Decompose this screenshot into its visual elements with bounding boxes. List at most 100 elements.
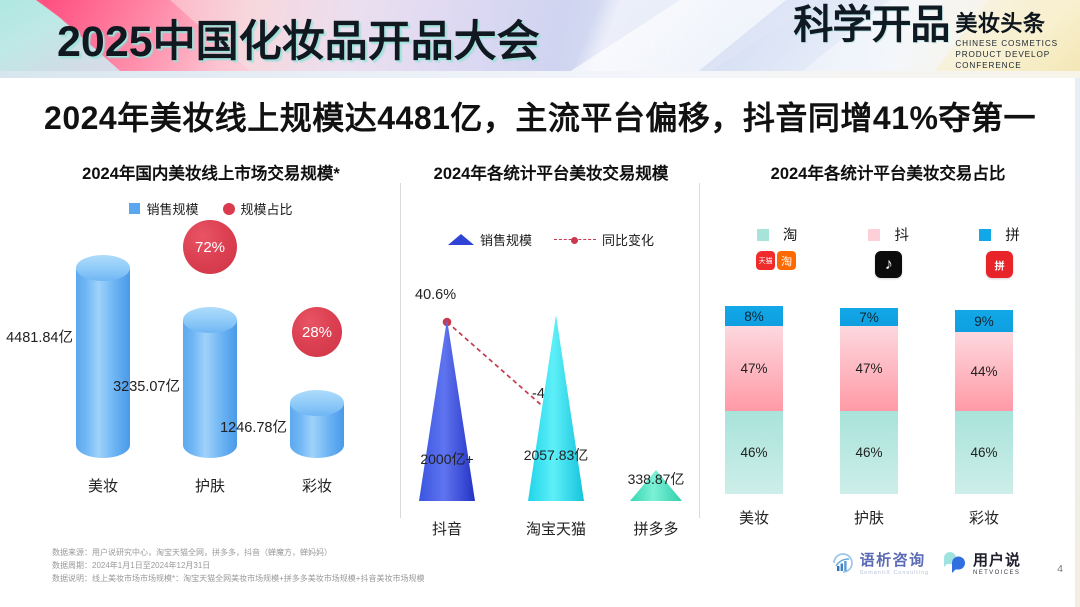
right-edge-accent [1075, 78, 1080, 607]
legend-platform-size: 销售规模 同比变化 [404, 230, 698, 249]
triangle-bar-douyin[interactable]: 2000亿+ [419, 319, 475, 501]
segment-taobao[interactable]: 46% [955, 411, 1013, 494]
panel-divider-left [400, 183, 401, 518]
logo-netvoices-en: NETVOICES [972, 570, 1021, 576]
cylinder-bar[interactable]: 3235.07亿 [113, 307, 237, 458]
legend-label: 拼 [1005, 228, 1020, 244]
segment-pinduoduo[interactable]: 9% [955, 310, 1013, 332]
stacked-bar-beauty[interactable]: 8% 47% 46% [725, 306, 783, 494]
pinduoduo-icon: 拼 [986, 251, 1014, 278]
bar-value-label: 2000亿+ [420, 451, 474, 467]
legend-item-douyin[interactable]: 抖 ♪ [868, 224, 909, 278]
bar-value-label: 1246.78亿 [220, 420, 287, 436]
panel-divider-right [699, 183, 700, 518]
category-label-taobao-tmall: 淘宝天猫 [525, 521, 586, 538]
bar-group-makeup[interactable]: 1246.78亿 [220, 390, 344, 458]
bar-value-label: 2057.83亿 [523, 447, 589, 463]
triangle-bar-taobao-tmall[interactable]: 2057.83亿 [524, 315, 588, 501]
triangle-marker-icon [447, 234, 474, 245]
legend-item-sales-scale[interactable]: 销售规模 [447, 230, 532, 249]
segment-douyin[interactable]: 44% [955, 332, 1013, 411]
legend-platform-share: 淘 天猫 淘 抖 ♪ 拼 [703, 224, 1073, 278]
footer-logos: 语析咨询 SemantiX Consulting 用户说 NETVOICES [831, 549, 1062, 576]
yoy-label-douyin: 40.6% [415, 287, 457, 303]
bar-value-label: 4481.84亿 [6, 330, 73, 346]
category-label-beauty: 美妆 [738, 510, 769, 527]
stacked-chart-area: 8% 47% 46% 美妆 7% 47% 46% 护肤 9% 44% 46% 彩… [703, 294, 1073, 534]
legend-item-sales-scale[interactable]: 销售规模 [129, 199, 199, 218]
logo-semantix: 语析咨询 SemantiX Consulting [831, 549, 929, 576]
legend-item-taobao[interactable]: 淘 天猫 淘 [756, 224, 798, 278]
square-marker-icon [129, 203, 141, 214]
segment-taobao[interactable]: 46% [725, 411, 783, 494]
stacked-bar-skincare[interactable]: 7% 47% 46% [840, 308, 898, 494]
segment-pinduoduo[interactable]: 8% [725, 306, 783, 326]
category-label-skincare: 护肤 [194, 478, 225, 495]
bar-group-skincare[interactable]: 3235.07亿 [113, 307, 237, 458]
chart-title-platform-share: 2024年各统计平台美妆交易占比 [770, 165, 1006, 183]
brand-slogan: 科学开品 [793, 3, 950, 47]
triangle-bar-pinduoduo[interactable]: 338.87亿 [627, 470, 685, 501]
chart-title-market-size: 2024年国内美妆线上市场交易规模* [82, 165, 340, 183]
legend-label: 抖 [894, 228, 909, 244]
semantix-chart-icon [832, 552, 853, 573]
legend-market-size: 销售规模 规模占比 [28, 199, 394, 218]
bar-group-beauty[interactable]: 4481.84亿 [6, 255, 130, 458]
douyin-icon: ♪ [875, 251, 903, 278]
chart-panel-market-size: 2024年国内美妆线上市场交易规模* 销售规模 规模占比 4481.84亿 美妆 [6, 160, 394, 502]
brand-name-cn: 美妆头条 [955, 11, 1046, 36]
page-number: 4 [1057, 563, 1063, 575]
legend-item-yoy-change[interactable]: 同比变化 [554, 230, 654, 249]
cylinder-bar[interactable]: 4481.84亿 [6, 255, 130, 458]
segment-douyin[interactable]: 47% [840, 326, 898, 411]
share-bubble-makeup[interactable]: 28% [292, 307, 342, 357]
legend-item-scale-share[interactable]: 规模占比 [222, 199, 293, 218]
chart-panel-platform-share: 2024年各统计平台美妆交易占比 淘 天猫 淘 抖 [703, 160, 1073, 534]
category-label-beauty: 美妆 [87, 478, 118, 495]
cylinder-top-ellipse [76, 255, 130, 281]
triangle-chart-area: 40.6% -4% 2000亿+ 抖音 [404, 255, 698, 545]
brand-en-line-2: PRODUCT DEVELOP [955, 49, 1051, 59]
tmall-taobao-icon: 天猫 淘 [756, 251, 798, 278]
legend-label: 销售规模 [146, 202, 199, 217]
cylinder-bar[interactable]: 1246.78亿 [220, 390, 344, 458]
bar-value-label: 338.87亿 [627, 471, 685, 487]
category-label-pinduoduo: 拼多多 [633, 521, 679, 538]
share-bubble-skincare[interactable]: 72% [183, 220, 237, 274]
legend-label: 销售规模 [479, 233, 532, 248]
netvoices-speech-icon [943, 551, 965, 573]
chart-title-platform-size: 2024年各统计平台美妆交易规模 [433, 165, 669, 183]
slide-headline: 2024年美妆线上规模达4481亿，主流平台偏移，抖音同增41%夺第一 [44, 100, 1036, 136]
legend-label: 淘 [782, 228, 798, 244]
category-label-makeup: 彩妆 [968, 510, 999, 527]
note-data-explanation: 数据说明：线上美妆市场市场规模*：淘宝天猫全网美妆市场规模+拼多多美妆市场规模+… [52, 573, 425, 583]
cylinder-top-ellipse [290, 390, 344, 416]
logo-netvoices-cn: 用户说 [972, 552, 1021, 569]
brand-lockup: 科学开品 美妆头条 CHINESE COSMETICS PRODUCT DEVE… [793, 4, 1058, 71]
segment-douyin[interactable]: 47% [725, 326, 783, 411]
bar-value-label: 3235.07亿 [113, 379, 180, 395]
brand-en-line-1: CHINESE COSMETICS [955, 39, 1058, 48]
category-label-douyin: 抖音 [431, 521, 462, 538]
square-marker-icon [979, 228, 992, 241]
note-data-source: 数据来源：用户说研究中心，淘宝天猫全网，拼多多，抖音（蝉魔方，蝉妈妈） [52, 548, 332, 557]
cylinder-top-ellipse [183, 307, 237, 333]
logo-semantix-en: SemantiX Consulting [859, 570, 929, 576]
legend-label: 规模占比 [240, 202, 293, 217]
brand-en-line-3: CONFERENCE [955, 60, 1022, 70]
segment-pinduoduo[interactable]: 7% [840, 308, 898, 326]
legend-item-pinduoduo[interactable]: 拼 拼 [979, 224, 1020, 278]
footer-notes: 数据来源：用户说研究中心，淘宝天猫全网，拼多多，抖音（蝉魔方，蝉妈妈） 数据周期… [52, 547, 424, 586]
square-marker-icon [756, 228, 769, 241]
circle-marker-icon [222, 202, 235, 215]
header-bottom-strip [0, 71, 1080, 78]
dashed-line-marker-icon [554, 235, 596, 245]
segment-taobao[interactable]: 46% [840, 411, 898, 494]
stacked-bar-makeup[interactable]: 9% 44% 46% [955, 310, 1013, 494]
chart-panel-platform-size: 2024年各统计平台美妆交易规模 销售规模 同比变化 40.6% -4% [404, 160, 698, 545]
brand-name-en: CHINESE COSMETICS PRODUCT DEVELOP CONFER… [955, 39, 1058, 71]
logo-netvoices: 用户说 NETVOICES [942, 549, 1021, 576]
square-marker-icon [868, 228, 881, 241]
note-data-period: 数据周期：2024年1月1日至2024年12月31日 [52, 560, 211, 570]
